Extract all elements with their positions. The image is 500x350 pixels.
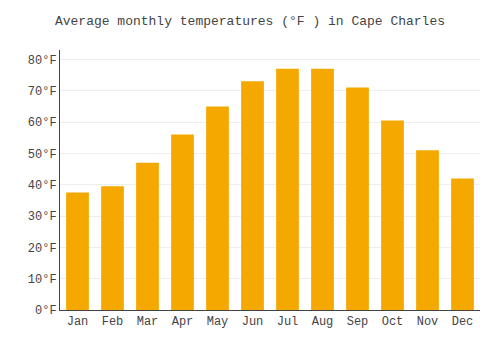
svg-text:Sep: Sep — [347, 315, 369, 329]
svg-text:Nov: Nov — [417, 315, 439, 329]
svg-text:Jun: Jun — [242, 315, 264, 329]
svg-text:Aug: Aug — [312, 315, 334, 329]
svg-text:40°F: 40°F — [28, 179, 57, 193]
svg-text:Average monthly temperatures (: Average monthly temperatures (°F ) in Ca… — [55, 14, 445, 29]
svg-text:0°F: 0°F — [35, 304, 57, 318]
svg-text:80°F: 80°F — [28, 54, 57, 68]
svg-text:70°F: 70°F — [28, 85, 57, 99]
svg-text:20°F: 20°F — [28, 242, 57, 256]
svg-text:30°F: 30°F — [28, 210, 57, 224]
svg-text:May: May — [207, 315, 229, 329]
svg-text:Dec: Dec — [452, 315, 474, 329]
svg-text:50°F: 50°F — [28, 148, 57, 162]
svg-text:Feb: Feb — [102, 315, 124, 329]
svg-text:Oct: Oct — [382, 315, 404, 329]
svg-text:60°F: 60°F — [28, 116, 57, 130]
svg-text:Jan: Jan — [67, 315, 89, 329]
svg-text:10°F: 10°F — [28, 273, 57, 287]
svg-text:Jul: Jul — [277, 315, 299, 329]
svg-text:Apr: Apr — [172, 315, 194, 329]
svg-text:Mar: Mar — [137, 315, 159, 329]
